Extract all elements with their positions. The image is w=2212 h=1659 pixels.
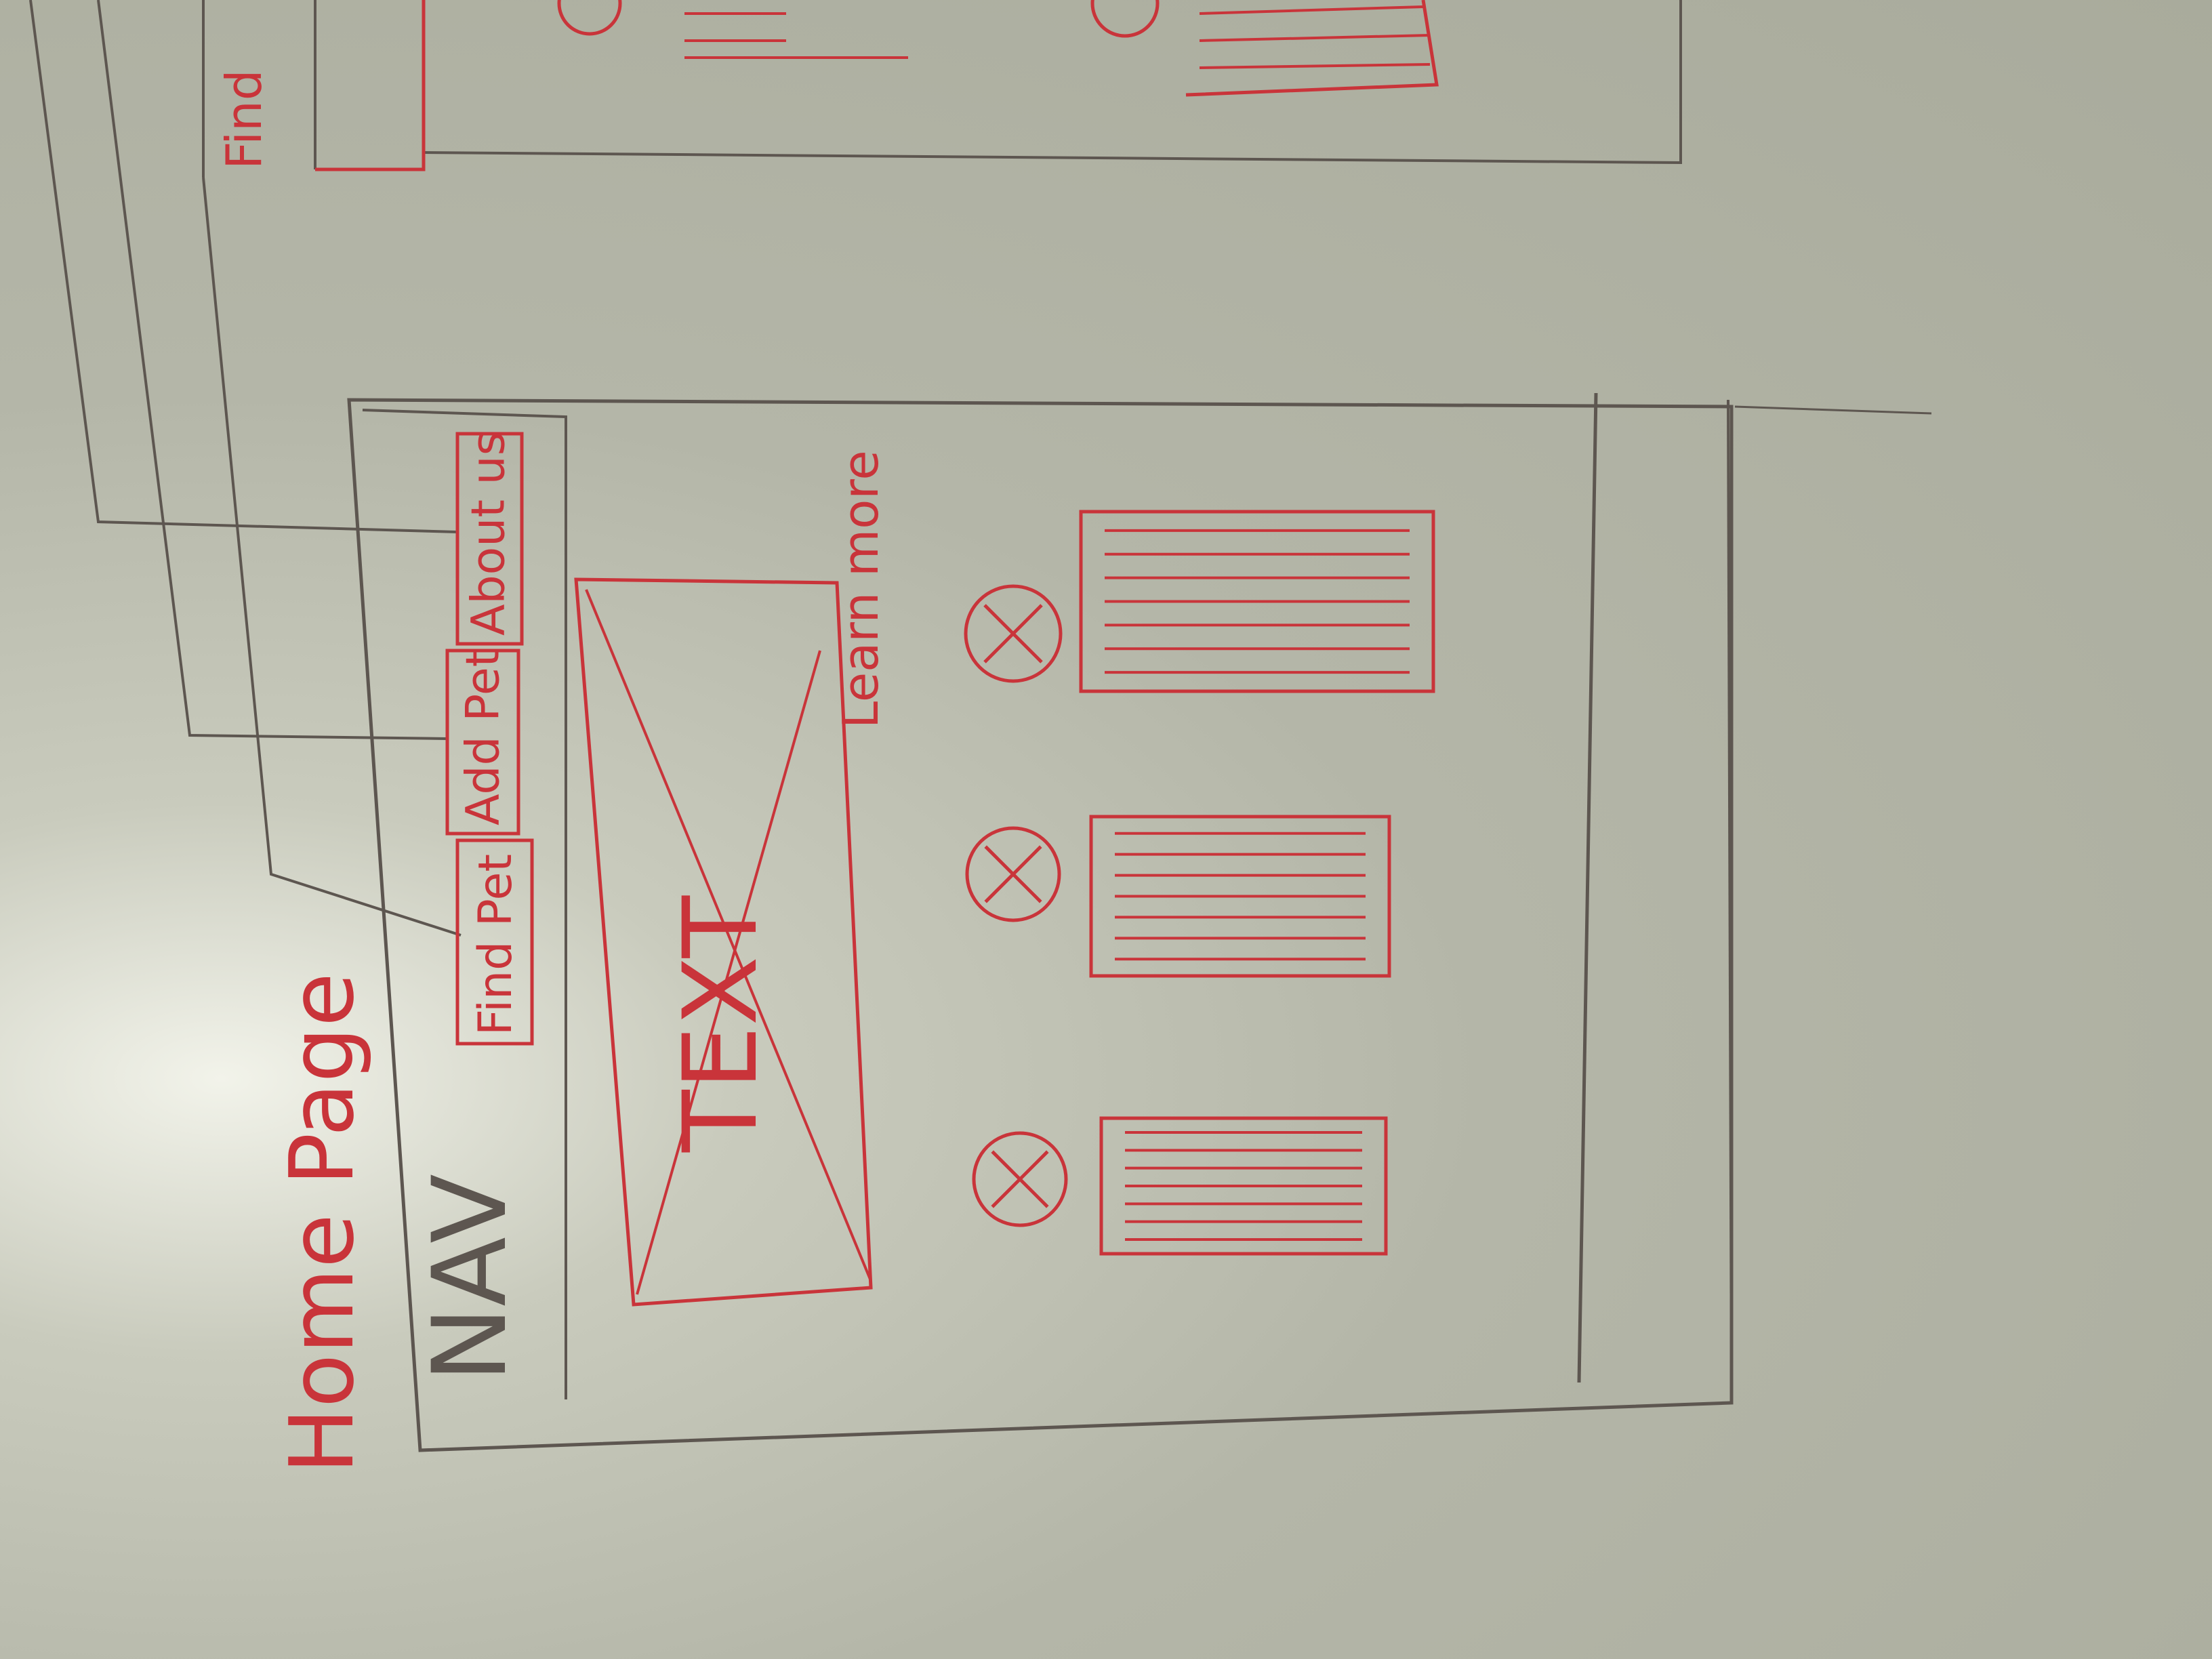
hero-image-placeholder [574, 577, 873, 1307]
nav-label: NAV [411, 1174, 529, 1382]
feature-text-block [1079, 510, 1435, 693]
neighbor-frame-label: Find [216, 69, 272, 169]
page-title: Home Page [270, 972, 373, 1474]
nav-links: Find Pet Add Pet About us [445, 432, 534, 1046]
circle-x-icon [965, 826, 1061, 922]
feature-text-block [1099, 1116, 1388, 1256]
feature-column [965, 815, 1391, 978]
nav-link-label: Add Pet [457, 649, 510, 825]
nav-link-label: Find Pet [469, 854, 523, 1036]
learn-more-link[interactable]: Learn more [832, 450, 889, 729]
circle-x-icon [964, 584, 1063, 683]
hero-text: TEXT [662, 895, 780, 1153]
hero-placeholder-cross [636, 650, 821, 1295]
nav-link-add-pet[interactable]: Add Pet [445, 649, 520, 836]
connectors [29, 0, 462, 937]
home-frame [347, 392, 1932, 1452]
nav-link-box [445, 649, 520, 836]
nav-link-find-pet[interactable]: Find Pet [455, 838, 534, 1046]
features-section [964, 510, 1435, 1256]
nav-link-box [455, 838, 534, 1046]
hero-placeholder-cross [585, 589, 872, 1282]
feature-text-block [1089, 815, 1391, 978]
nav-link-about-us[interactable]: About us [455, 432, 524, 646]
nav-link-label: About us [462, 432, 515, 636]
feature-column [964, 510, 1435, 693]
nav-link-box [455, 432, 524, 646]
neighbor-frame: Find [202, 0, 1682, 178]
hero-section: TEXT [574, 577, 873, 1307]
feature-column [972, 1116, 1388, 1256]
circle-x-icon [972, 1131, 1068, 1227]
